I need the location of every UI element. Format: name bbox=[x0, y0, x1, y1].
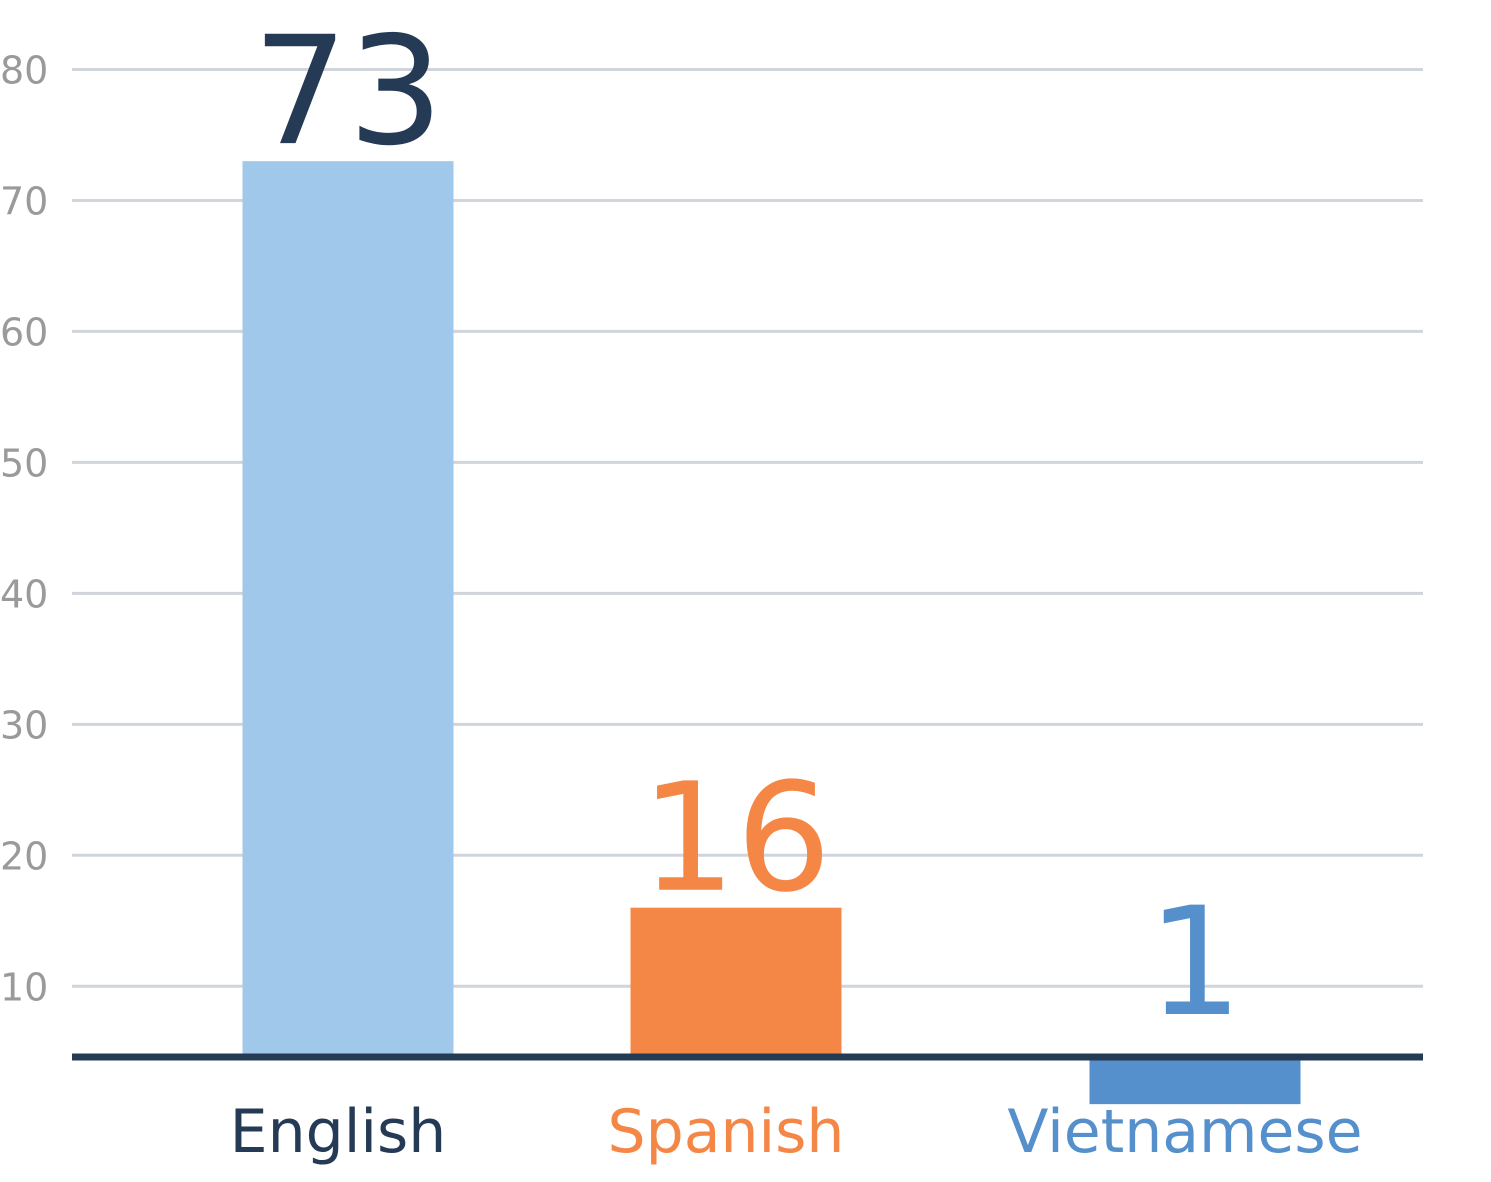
y-tick-label: 80 bbox=[0, 48, 48, 92]
bar bbox=[1089, 1057, 1301, 1105]
bar bbox=[242, 161, 454, 1057]
y-tick-label: 20 bbox=[0, 834, 48, 878]
y-tick-label: 60 bbox=[0, 310, 48, 354]
bar bbox=[630, 907, 842, 1057]
y-tick-label: 40 bbox=[0, 572, 48, 616]
x-tick-label: Vietnamese bbox=[1007, 1097, 1362, 1167]
y-tick-label: 70 bbox=[0, 179, 48, 223]
y-tick-label: 30 bbox=[0, 703, 48, 747]
y-tick-label: 50 bbox=[0, 441, 48, 485]
value-label: 73 bbox=[253, 5, 444, 179]
x-tick-label: English bbox=[230, 1097, 447, 1167]
y-tick-label: 10 bbox=[0, 965, 48, 1009]
x-tick-label: Spanish bbox=[608, 1097, 845, 1167]
value-label: 16 bbox=[641, 752, 832, 926]
value-label: 1 bbox=[1147, 876, 1242, 1050]
